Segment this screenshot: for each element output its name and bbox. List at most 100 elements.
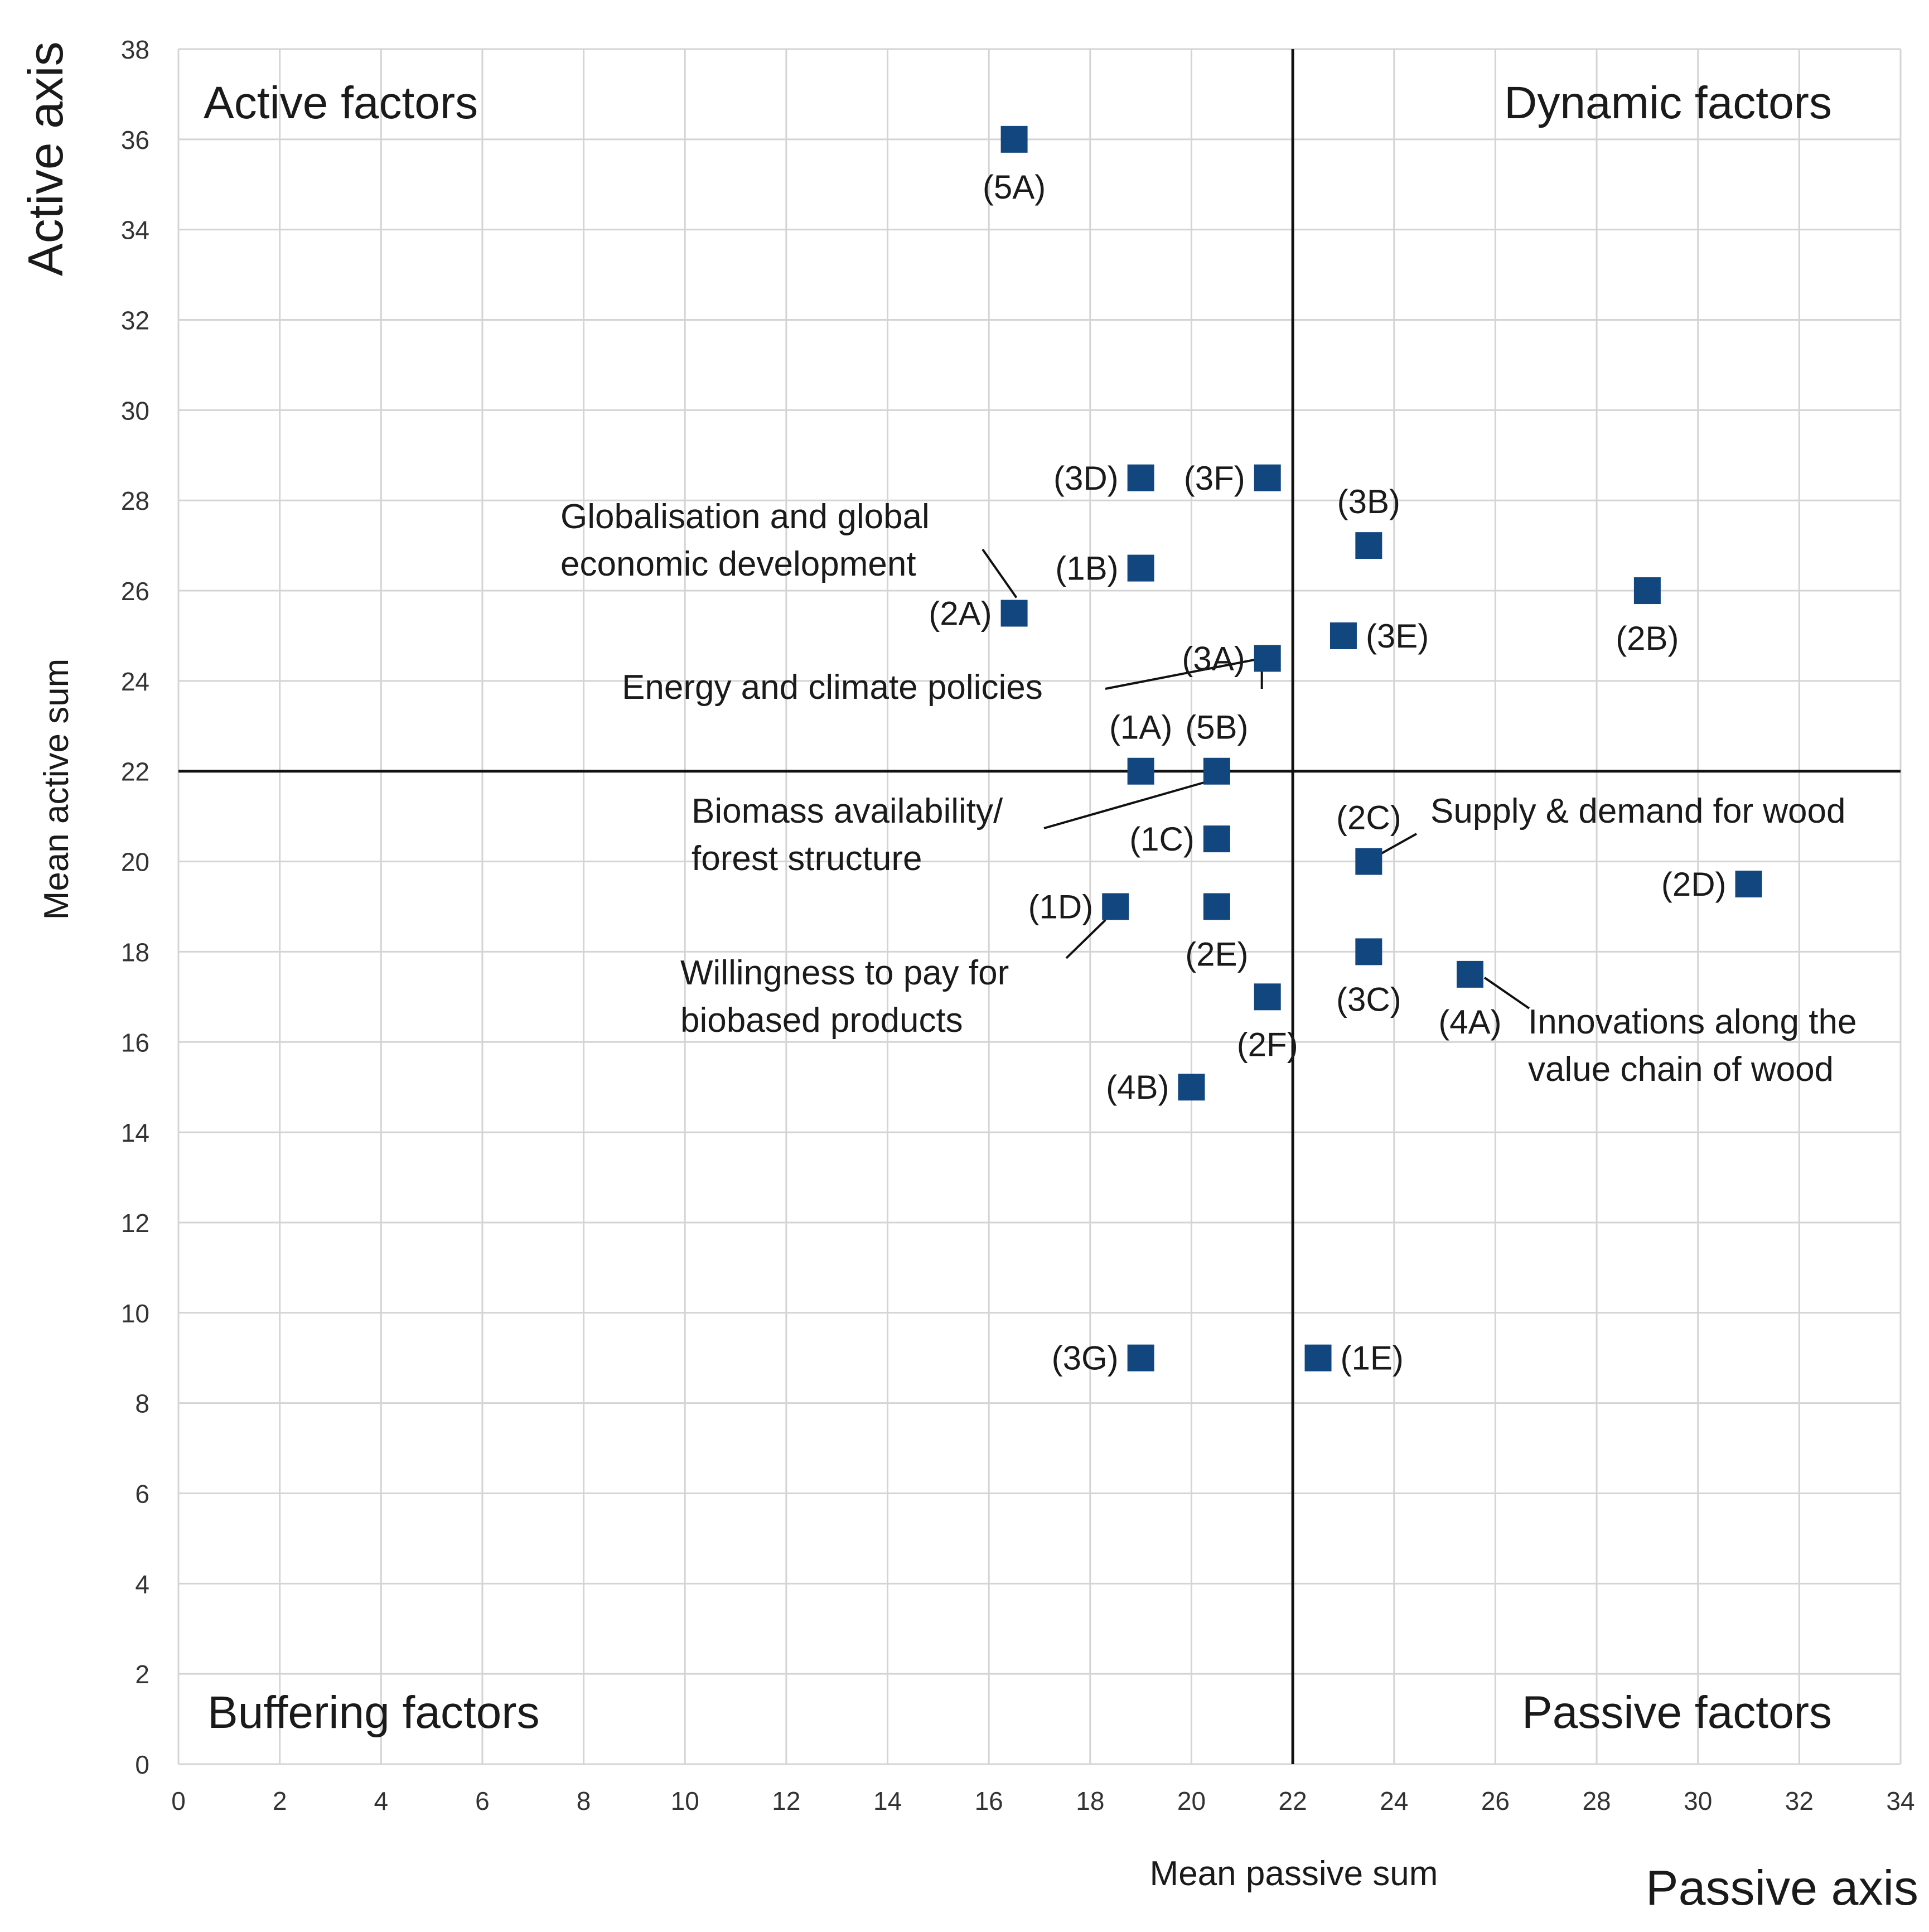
point-label: (5B)	[1185, 709, 1248, 746]
x-tick-label: 16	[975, 1786, 1003, 1815]
data-point	[1203, 825, 1230, 853]
y-tick-label: 4	[135, 1569, 149, 1598]
point-label: (3A)	[1182, 640, 1245, 677]
data-point	[1127, 554, 1154, 582]
x-tick-label: 8	[577, 1786, 591, 1815]
data-point	[1127, 464, 1154, 491]
data-point	[1329, 622, 1357, 649]
data-point	[1127, 1344, 1154, 1371]
point-label: (5A)	[983, 168, 1046, 206]
annotation-text: value chain of wood	[1528, 1050, 1834, 1089]
annotation-leader-globalisation	[982, 548, 1018, 598]
y-tick-label: 12	[121, 1209, 149, 1238]
x-tick-label: 18	[1076, 1786, 1104, 1815]
x-tick-label: 6	[475, 1786, 490, 1815]
y-tick-label: 18	[121, 938, 149, 967]
annotation-leader-supply	[1380, 833, 1417, 855]
data-point	[1355, 848, 1382, 875]
x-tick-label: 2	[273, 1786, 287, 1815]
y-tick-label: 8	[135, 1389, 149, 1418]
data-point	[1254, 645, 1281, 672]
data-point	[1457, 960, 1483, 988]
y-tick-label: 20	[121, 848, 149, 877]
quadrant-label-dynamic: Dynamic factors	[1504, 78, 1832, 128]
data-point	[1000, 600, 1028, 627]
x-tick-label: 14	[873, 1786, 902, 1815]
annotation-leader-biomass	[1043, 781, 1205, 829]
quadrant-label-buffering: Buffering factors	[207, 1687, 540, 1738]
data-points	[1000, 125, 1762, 1371]
data-point	[1355, 532, 1382, 559]
data-point	[1102, 893, 1129, 920]
data-point	[1355, 938, 1382, 965]
x-tick-label: 28	[1582, 1786, 1611, 1815]
x-tick-label: 24	[1380, 1786, 1408, 1815]
point-label: (2F)	[1237, 1026, 1298, 1063]
mean-lines	[178, 49, 1901, 1764]
x-tick-label: 12	[772, 1786, 800, 1815]
y-tick-label: 24	[121, 667, 149, 696]
data-point	[1178, 1074, 1205, 1101]
point-label: (4A)	[1438, 1003, 1501, 1041]
point-labels: (5A) (3D) (3F) (3B) (1B) (2B) (2A) (3E) (3A) (1A)…	[929, 168, 1726, 1377]
annotation-text: biobased products	[680, 1001, 963, 1040]
data-point	[1254, 983, 1281, 1011]
data-point	[1254, 464, 1281, 491]
annotation-text: Willingness to pay for	[680, 954, 1009, 992]
data-point	[1127, 757, 1154, 785]
point-label: (3B)	[1337, 483, 1400, 520]
x-axis-title: Passive axis	[1646, 1860, 1918, 1915]
x-tick-label: 30	[1684, 1786, 1712, 1815]
y-tick-label: 14	[121, 1118, 149, 1147]
point-label: (1C)	[1129, 820, 1195, 858]
data-point	[1203, 893, 1230, 920]
quadrant-label-active: Active factors	[204, 78, 478, 128]
point-label: (2C)	[1336, 799, 1401, 837]
y-tick-label: 36	[121, 125, 149, 154]
data-point	[1633, 577, 1661, 605]
y-tick-label: 22	[121, 757, 149, 786]
point-label: (3G)	[1052, 1340, 1119, 1377]
annotation-leader-innovations	[1483, 977, 1530, 1010]
y-tick-label: 26	[121, 577, 149, 606]
point-label: (1A)	[1109, 709, 1172, 746]
point-label: (3E)	[1366, 617, 1429, 655]
quadrant-label-passive: Passive factors	[1522, 1687, 1832, 1738]
point-label: (2D)	[1661, 866, 1727, 903]
data-point	[1735, 871, 1762, 898]
y-tick-label: 34	[121, 216, 149, 245]
axis-ticks: 0 2 4 6 8 10 12 14 16 18 20 22 24 26 28 30 32 34024681012…	[121, 35, 1915, 1815]
data-point	[1304, 1344, 1332, 1371]
annotation-text: forest structure	[692, 839, 922, 878]
y-axis-label: Mean active sum	[37, 659, 76, 920]
y-tick-label: 30	[121, 396, 149, 425]
x-tick-label: 0	[171, 1786, 186, 1815]
y-tick-label: 32	[121, 306, 149, 335]
point-label: (3C)	[1336, 981, 1401, 1018]
x-tick-label: 10	[671, 1786, 699, 1815]
point-label: (2E)	[1185, 936, 1248, 973]
annotation-text: Supply & demand for wood	[1430, 792, 1845, 830]
data-point	[1203, 757, 1230, 785]
x-tick-label: 26	[1481, 1786, 1510, 1815]
x-tick-label: 22	[1279, 1786, 1307, 1815]
point-label: (1E)	[1341, 1340, 1404, 1377]
x-axis-label: Mean passive sum	[1150, 1854, 1438, 1893]
x-tick-label: 32	[1785, 1786, 1814, 1815]
point-label: (4B)	[1106, 1069, 1169, 1106]
point-label: (1D)	[1028, 888, 1094, 926]
y-tick-label: 2	[135, 1660, 149, 1689]
x-tick-label: 20	[1177, 1786, 1206, 1815]
annotation-text: economic development	[560, 545, 916, 583]
point-label: (2B)	[1616, 620, 1679, 657]
point-label: (2A)	[929, 595, 992, 632]
data-point	[1000, 125, 1028, 153]
annotation-text: Biomass availability/	[692, 792, 1003, 830]
annotation-leaders	[982, 548, 1530, 1010]
point-label: (3F)	[1184, 460, 1245, 497]
x-tick-label: 4	[374, 1786, 388, 1815]
point-label: (3D)	[1053, 460, 1119, 497]
y-tick-label: 28	[121, 486, 149, 515]
